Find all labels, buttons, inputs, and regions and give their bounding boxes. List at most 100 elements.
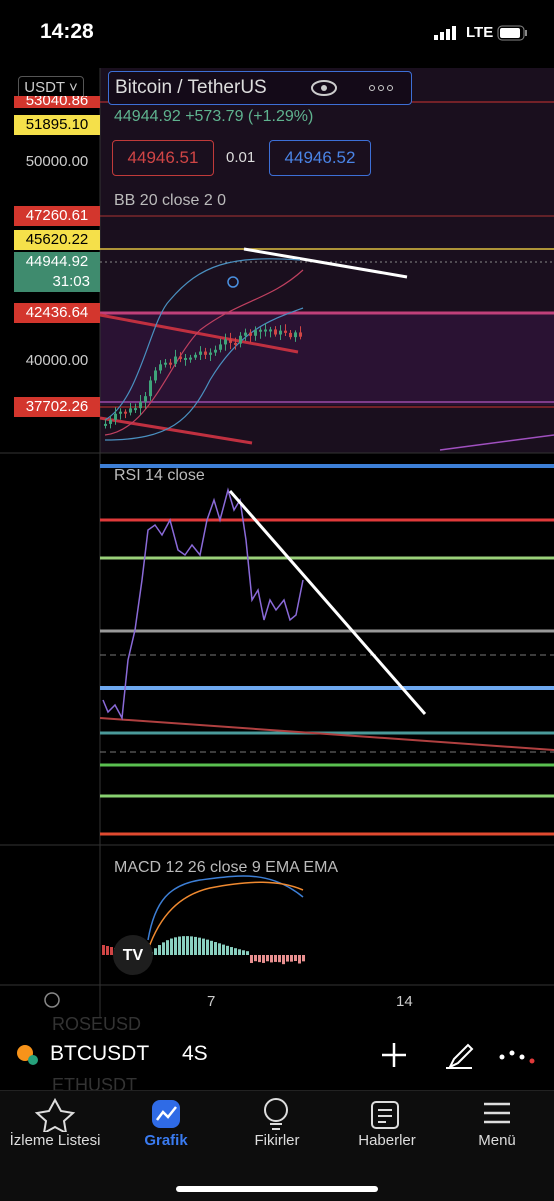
symbol[interactable]: BTCUSDT [50, 1042, 150, 1065]
decor [169, 362, 172, 365]
price-label: 45620.22 [14, 230, 100, 250]
buy-button[interactable]: 44946.52 [269, 140, 371, 176]
decor [124, 411, 127, 414]
decor [106, 946, 109, 955]
decor [278, 955, 281, 963]
decor [254, 330, 257, 336]
decor [110, 947, 113, 955]
decor [174, 937, 177, 955]
decor [159, 364, 162, 371]
decor [266, 955, 269, 962]
decor [202, 938, 205, 955]
decor [302, 955, 305, 962]
decor [109, 419, 112, 424]
decor [238, 949, 241, 955]
decor [250, 955, 253, 963]
countdown: 31:03 [52, 273, 90, 290]
decor [286, 955, 289, 962]
more-icon[interactable] [367, 82, 397, 94]
tab-chart[interactable]: Grafik [144, 1132, 188, 1149]
spread: 0.01 [226, 149, 256, 166]
status-network: LTE [466, 24, 494, 41]
svg-text:TV: TV [123, 947, 144, 964]
toolbar-icons[interactable] [380, 1040, 540, 1070]
decor [226, 945, 229, 955]
home-indicator [176, 1186, 378, 1192]
decor [178, 936, 181, 955]
decor [154, 370, 157, 381]
chart-canvas: TV [0, 68, 554, 1018]
decor [170, 938, 173, 955]
bb-indicator: BB 20 close 2 0 [114, 192, 227, 209]
interval[interactable]: 4S [182, 1042, 208, 1065]
rsi-indicator: RSI 14 close [114, 467, 205, 484]
decor [199, 351, 202, 355]
decor [259, 329, 262, 332]
tab-menu[interactable]: Menü [478, 1132, 516, 1149]
decor [282, 955, 285, 965]
decor [214, 349, 217, 353]
decor [162, 942, 165, 955]
decor [194, 936, 197, 955]
decor [194, 354, 197, 358]
tab-watchlist[interactable]: İzleme Listesi [9, 1132, 101, 1149]
decor [134, 408, 137, 411]
decor [234, 948, 237, 955]
last-price: 44944.92 [114, 108, 181, 125]
decor [222, 944, 225, 955]
tab-bar [0, 1090, 554, 1201]
status-icons [434, 25, 527, 41]
decor [149, 380, 152, 397]
tab-ideas[interactable]: Fikirler [254, 1132, 300, 1149]
decor [270, 955, 273, 963]
decor [289, 332, 292, 338]
decor [129, 408, 132, 413]
decor [198, 937, 201, 955]
price-label: 51895.10 [14, 115, 100, 135]
decor [179, 356, 182, 359]
decor [242, 950, 245, 955]
decor [234, 342, 237, 345]
list-symbol: ROSEUSD [52, 1014, 142, 1034]
decor [158, 945, 161, 955]
decor [206, 939, 209, 955]
decor [204, 351, 207, 355]
decor [230, 947, 233, 955]
price-label: 40000.00 [25, 352, 89, 369]
decor [294, 332, 297, 338]
sell-button[interactable]: 44946.51 [112, 140, 214, 176]
tab-news[interactable]: Haberler [358, 1132, 416, 1149]
symbol-name: Bitcoin / TetherUS [115, 77, 267, 98]
decor [154, 948, 157, 955]
decor [184, 357, 187, 360]
macd-indicator: MACD 12 26 close 9 EMA EMA [114, 859, 339, 876]
symbol-header[interactable]: Bitcoin / TetherUS [108, 71, 412, 105]
decor [119, 411, 122, 414]
change: +573.79 [185, 108, 244, 125]
decor [224, 339, 227, 345]
decor [210, 940, 213, 955]
decor [294, 955, 297, 962]
decor [279, 330, 282, 335]
tab-icons [34, 1097, 510, 1132]
decor [144, 396, 147, 402]
change-percent: (+1.29%) [247, 108, 314, 125]
decor [190, 936, 193, 955]
decor [182, 936, 185, 955]
decor [166, 940, 169, 955]
visibility-icon[interactable] [309, 78, 339, 98]
price-label: 47260.61 [14, 206, 100, 226]
coin-icon [17, 1045, 38, 1065]
decor [274, 955, 277, 962]
decor [284, 330, 287, 333]
decor [249, 332, 252, 336]
decor [186, 936, 189, 955]
decor [264, 329, 267, 332]
price-label: 42436.64 [14, 303, 100, 323]
decor [164, 362, 167, 365]
decor [298, 955, 301, 964]
decor [104, 423, 107, 426]
decor [229, 339, 232, 343]
decor [274, 329, 277, 335]
